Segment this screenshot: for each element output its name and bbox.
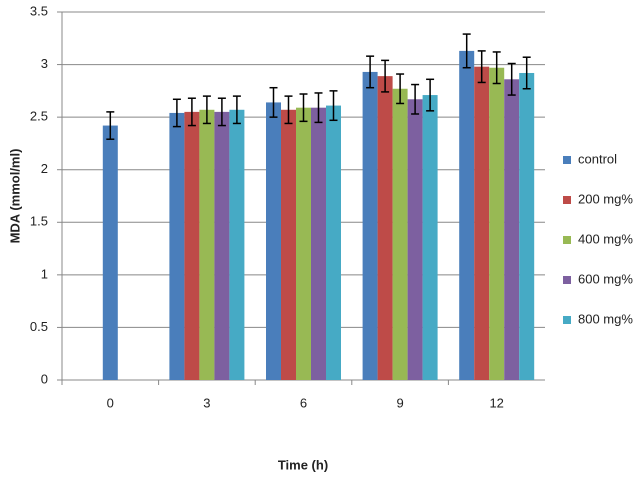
bar <box>459 50 475 380</box>
x-tick-label: 12 <box>489 395 503 410</box>
bar <box>326 105 341 380</box>
bar <box>214 111 230 380</box>
error-bar <box>411 83 420 115</box>
legend-label: 600 mg% <box>578 271 633 286</box>
bar <box>519 72 535 381</box>
error-bar <box>217 97 226 127</box>
error-bar <box>299 93 308 123</box>
y-tick-label: 0.5 <box>30 319 48 334</box>
legend-swatch <box>563 316 571 324</box>
y-tick-label: 0 <box>41 371 48 386</box>
bar <box>422 95 438 380</box>
bar <box>489 67 505 381</box>
y-axis-title: MDA (mmol/ml) <box>7 149 22 244</box>
error-bar <box>314 92 323 124</box>
error-bar <box>492 51 501 85</box>
bar <box>266 102 281 381</box>
bar <box>169 112 185 381</box>
error-bar <box>329 90 338 122</box>
error-bar <box>396 73 405 105</box>
bar <box>102 125 118 380</box>
y-tick-label: 2 <box>41 161 48 176</box>
legend-label: 200 mg% <box>578 191 633 206</box>
error-bar <box>477 50 486 84</box>
x-tick-label: 9 <box>396 395 403 410</box>
error-bar <box>366 55 375 89</box>
legend-label: 400 mg% <box>578 231 633 246</box>
error-bar <box>462 33 471 69</box>
legend-swatch <box>563 156 571 164</box>
legend-swatch <box>563 236 571 244</box>
bar <box>184 111 200 380</box>
legend-swatch <box>563 196 571 204</box>
bar <box>407 99 423 381</box>
bar <box>392 88 408 381</box>
x-tick-label: 6 <box>300 395 307 410</box>
error-bar <box>106 111 115 140</box>
bar <box>296 107 311 381</box>
legend-swatch <box>563 276 571 284</box>
legend-label: 800 mg% <box>578 311 633 326</box>
bar <box>311 107 326 381</box>
x-axis-title: Time (h) <box>278 457 328 472</box>
bar <box>504 79 520 380</box>
error-bar <box>232 95 241 125</box>
legend-label: control <box>578 151 617 166</box>
error-bar <box>522 56 531 90</box>
y-tick-label: 1.5 <box>30 214 48 229</box>
y-tick-label: 3 <box>41 56 48 71</box>
x-tick-label: 3 <box>203 395 210 410</box>
error-bar <box>202 95 211 125</box>
y-tick-label: 3.5 <box>30 3 48 18</box>
x-tick-label: 0 <box>107 395 114 410</box>
error-bar <box>284 95 293 125</box>
error-bar <box>172 98 181 128</box>
bar <box>362 71 378 380</box>
bar <box>229 109 245 380</box>
error-bar <box>187 97 196 127</box>
error-bar <box>426 78 435 112</box>
bar <box>281 109 296 380</box>
y-tick-label: 2.5 <box>30 109 48 124</box>
error-bar <box>507 62 516 96</box>
error-bar <box>269 86 278 118</box>
error-bar <box>381 59 390 93</box>
bar <box>377 76 393 380</box>
bar <box>474 66 490 380</box>
bar <box>199 109 215 380</box>
y-tick-label: 1 <box>41 266 48 281</box>
